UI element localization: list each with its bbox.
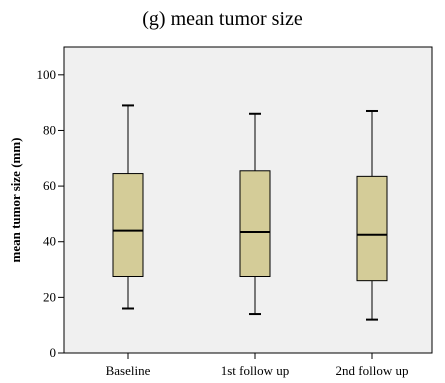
box-2 (239, 112, 271, 316)
iqr-box (112, 173, 144, 277)
y-tick-label: 60 (43, 178, 56, 193)
x-axis: Baseline 1st follow up 2nd follow up (106, 353, 409, 378)
iqr-box (356, 175, 388, 282)
iqr-box (239, 170, 271, 277)
y-tick-label: 0 (50, 345, 57, 360)
y-axis-title: mean tumor size (mm) (8, 137, 23, 262)
x-tick-label: 1st follow up (221, 363, 290, 378)
y-axis: 0 20 40 60 80 100 (37, 67, 64, 360)
x-tick-label: 2nd follow up (336, 363, 409, 378)
chart-title: (g) mean tumor size (142, 8, 303, 30)
box-1 (112, 104, 144, 310)
x-tick-label: Baseline (106, 363, 151, 378)
y-tick-label: 20 (43, 289, 56, 304)
box-3 (356, 109, 388, 321)
y-tick-label: 100 (37, 67, 57, 82)
boxes (112, 104, 388, 321)
y-tick-label: 40 (43, 234, 56, 249)
y-tick-label: 80 (43, 122, 56, 137)
